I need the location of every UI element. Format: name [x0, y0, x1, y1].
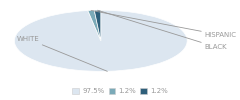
Text: HISPANIC: HISPANIC [91, 10, 236, 38]
Wedge shape [94, 10, 101, 41]
Wedge shape [14, 10, 187, 71]
Text: BLACK: BLACK [97, 10, 227, 50]
Wedge shape [88, 10, 101, 41]
Legend: 97.5%, 1.2%, 1.2%: 97.5%, 1.2%, 1.2% [70, 85, 170, 97]
Text: WHITE: WHITE [17, 36, 107, 71]
